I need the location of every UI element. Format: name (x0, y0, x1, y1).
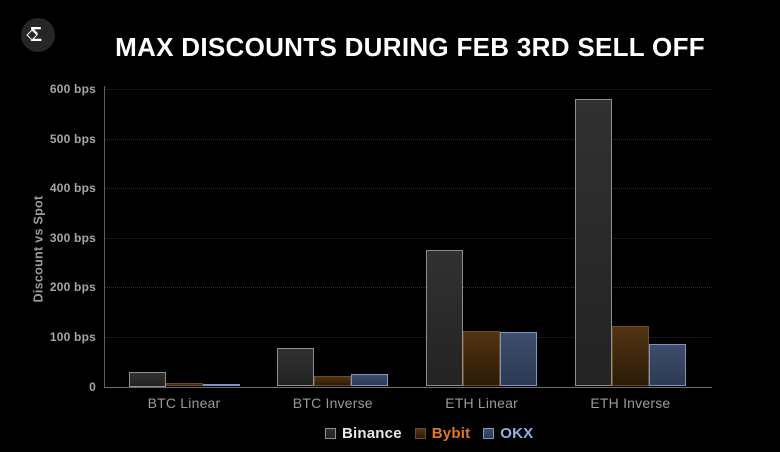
bar-bybit-btc-inverse (314, 375, 352, 387)
x-axis-line (104, 386, 712, 388)
bar-okx-eth-inverse (648, 344, 686, 387)
category-label-btc-inverse: BTC Inverse (292, 395, 373, 411)
legend-swatch-binance (325, 428, 336, 439)
gridline-200 (104, 287, 712, 289)
bar-okx-btc-inverse (351, 373, 389, 387)
category-label-eth-linear: ETH Linear (445, 395, 518, 411)
bar-bybit-btc-linear (165, 382, 203, 387)
y-tick-label-500: 500 bps (49, 131, 96, 146)
legend-item-bybit[interactable]: Bybit (414, 425, 471, 442)
y-axis-line (104, 86, 105, 388)
gridline-600 (104, 89, 712, 90)
legend-swatch-bybit (414, 428, 426, 439)
bar-bybit-eth-inverse (611, 325, 649, 387)
gridline-500 (104, 138, 712, 140)
legend-item-binance[interactable]: Binance (325, 426, 402, 441)
bar-binance-btc-inverse (277, 347, 315, 387)
y-tick-label-400: 400 bps (49, 181, 96, 196)
y-tick-label-200: 200 bps (49, 280, 96, 295)
legend-item-okx[interactable]: OKX (483, 426, 533, 441)
y-tick-label-0: 0 (89, 379, 96, 394)
bar-binance-btc-linear (128, 371, 166, 387)
legend-label-binance: Binance (342, 425, 402, 442)
legend-label-bybit: Bybit (431, 425, 471, 442)
y-tick-label-600: 600 bps (49, 82, 96, 96)
y-tick-label-100: 100 bps (49, 329, 96, 344)
legend-swatch-okx (483, 428, 495, 439)
bar-bybit-eth-linear (463, 331, 501, 387)
legend-label-okx: OKX (500, 425, 534, 442)
chart-title: MAX DISCOUNTS DURING FEB 3RD SELL OFF (115, 32, 705, 63)
gridline-300 (104, 237, 712, 239)
bar-okx-btc-linear (202, 384, 240, 387)
bar-okx-eth-linear (500, 331, 538, 387)
brand-logo: Σ (21, 18, 55, 52)
category-label-btc-linear: BTC Linear (147, 395, 221, 411)
gridline-400 (104, 188, 712, 190)
y-tick-label-300: 300 bps (49, 230, 96, 245)
bar-binance-eth-linear (426, 250, 464, 387)
legend: Binance Bybit OKX (325, 426, 533, 441)
category-label-eth-inverse: ETH Inverse (590, 395, 671, 411)
bar-binance-eth-inverse (574, 98, 612, 387)
gridline-100 (104, 336, 712, 338)
